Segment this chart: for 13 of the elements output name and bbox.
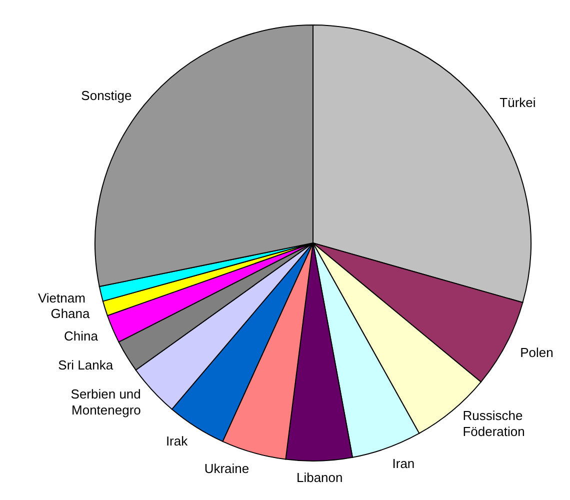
slice-label: Sonstige bbox=[81, 87, 132, 102]
slice-label: Polen bbox=[520, 344, 554, 360]
slice-label: Sri Lanka bbox=[58, 357, 114, 372]
slice-label: Ghana bbox=[50, 306, 91, 321]
slice-label: China bbox=[64, 328, 99, 343]
slice-label: Libanon bbox=[296, 469, 343, 484]
slice-label: Irak bbox=[166, 433, 188, 448]
slice-label: Ukraine bbox=[204, 460, 250, 476]
slice-label: Vietnam bbox=[38, 290, 86, 306]
slice-label: Russische Föderation bbox=[462, 407, 525, 438]
slice-label: Türkei bbox=[500, 94, 536, 110]
slice-label: Serbien und Montenegro bbox=[70, 386, 141, 418]
slice-label: Iran bbox=[392, 456, 415, 471]
